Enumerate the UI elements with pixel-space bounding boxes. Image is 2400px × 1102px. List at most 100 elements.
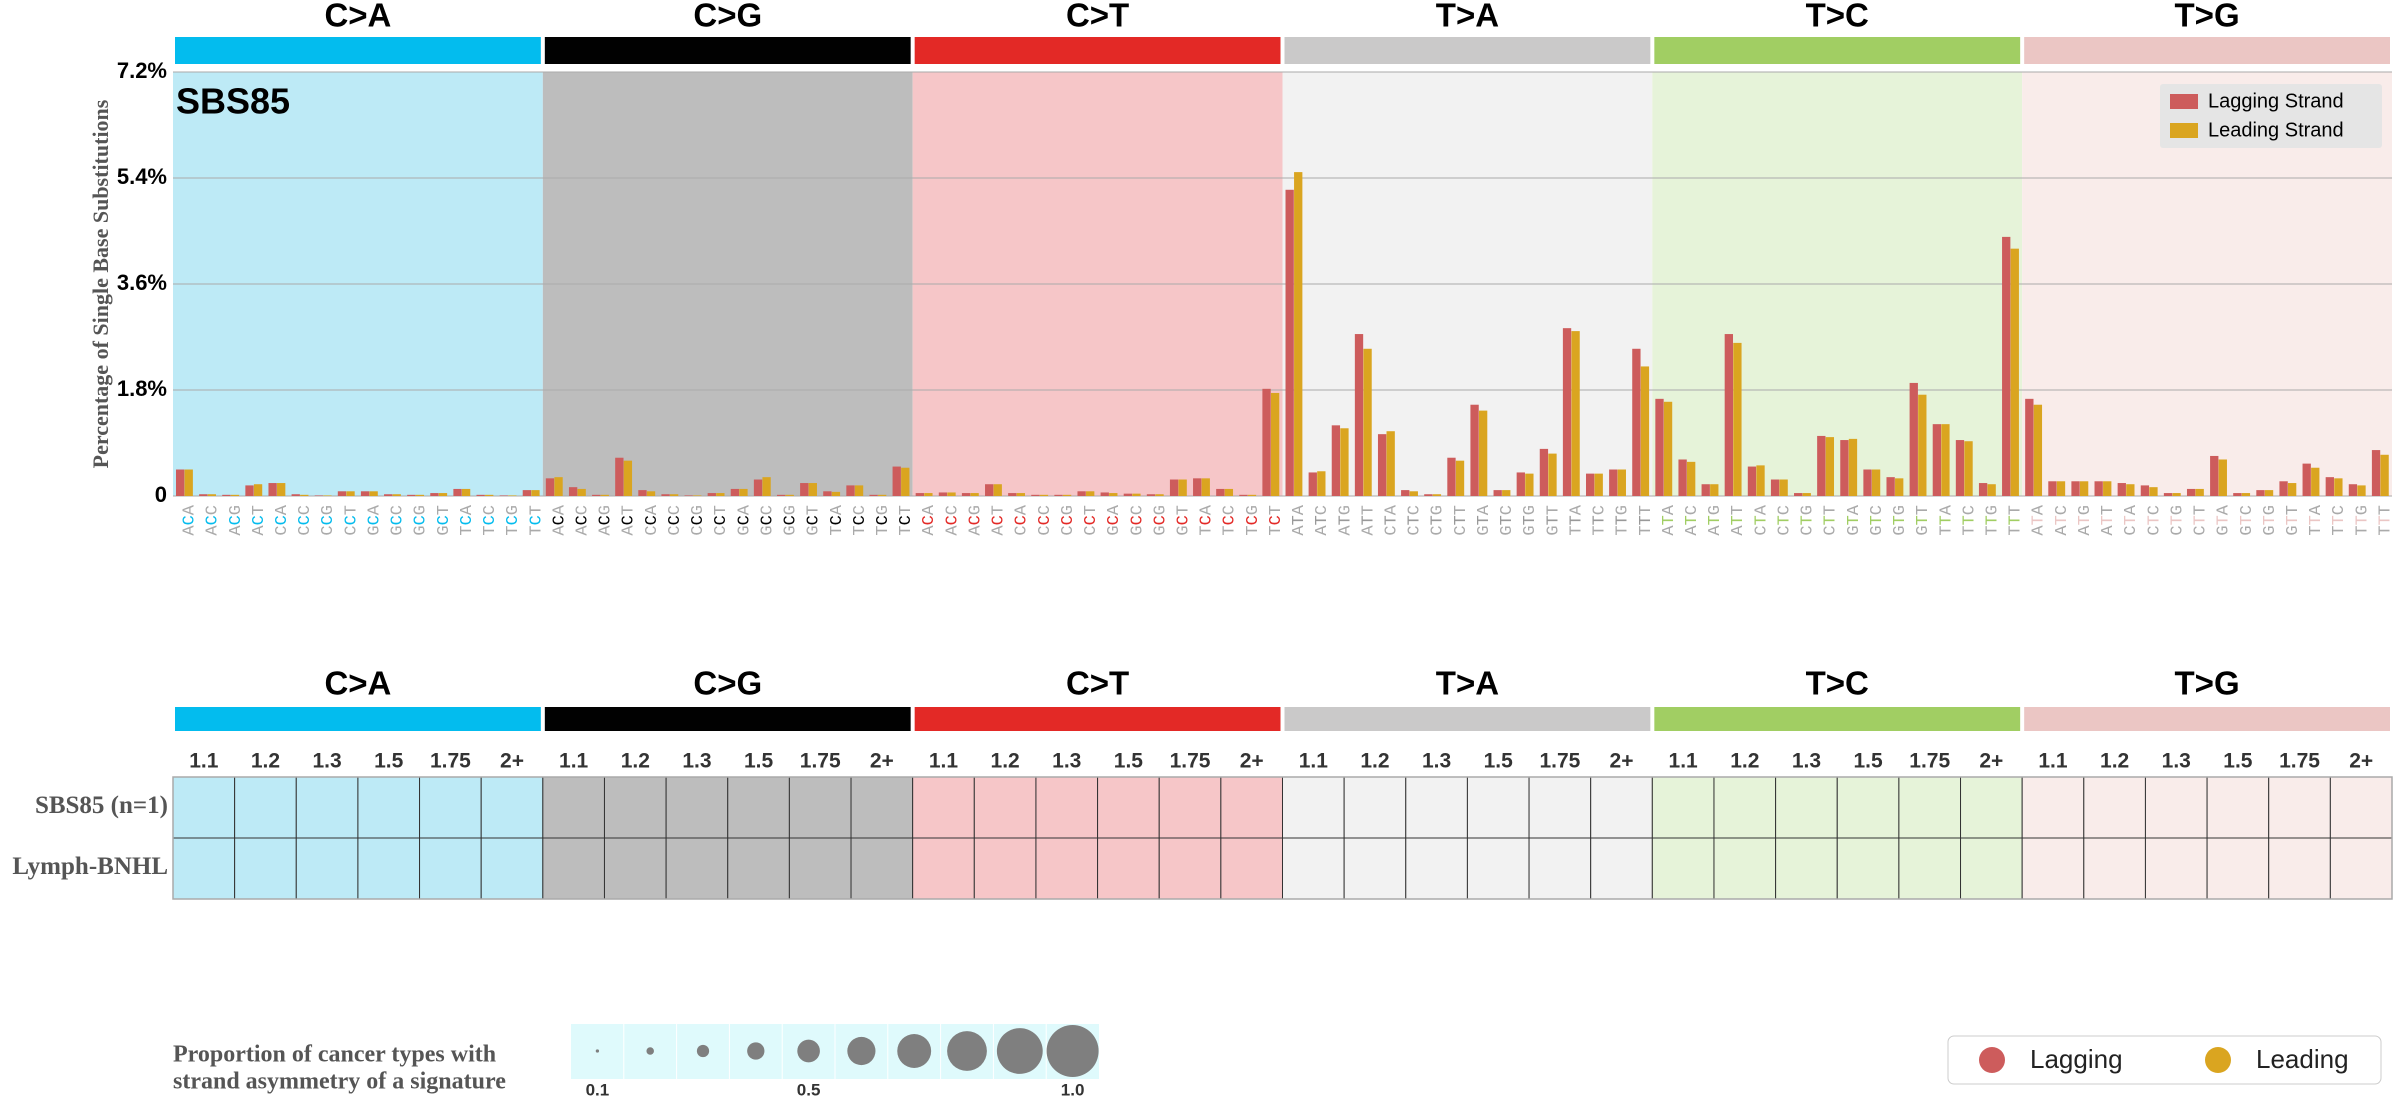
- context-letter: T: [1545, 505, 1564, 515]
- context-letter: C: [551, 515, 570, 525]
- size-legend-title: strand asymmetry of a signature: [173, 1069, 506, 1095]
- context-letter: A: [2053, 525, 2072, 536]
- context-letter: T: [1961, 525, 1980, 535]
- context-letter: C: [297, 505, 316, 515]
- x-tick-label: CTT: [1452, 505, 1471, 536]
- bar: [577, 488, 586, 496]
- context-letter: T: [1776, 515, 1795, 525]
- context-letter: T: [1591, 515, 1610, 525]
- bar: [415, 494, 425, 496]
- context-letter: C: [1452, 525, 1471, 535]
- context-letter: G: [597, 505, 616, 515]
- bar: [384, 494, 393, 496]
- context-letter: C: [458, 515, 477, 525]
- context-letter: A: [2123, 504, 2142, 515]
- context-letter: C: [181, 515, 200, 525]
- context-letter: C: [1013, 515, 1032, 525]
- context-letter: T: [2007, 505, 2026, 515]
- context-letter: G: [690, 505, 709, 515]
- bar: [485, 494, 494, 496]
- bar: [2311, 467, 2320, 496]
- context-letter: C: [505, 515, 524, 525]
- context-letter: C: [1059, 515, 1078, 525]
- context-letter: G: [505, 505, 524, 515]
- bar: [661, 494, 670, 496]
- x-tick-label: CCC: [297, 505, 316, 536]
- context-letter: C: [1221, 515, 1240, 525]
- bar: [531, 490, 540, 496]
- bar: [1978, 483, 1988, 496]
- context-letter: G: [782, 525, 801, 535]
- context-letter: C: [1152, 515, 1171, 525]
- context-letter: T: [1938, 515, 1957, 525]
- bar: [646, 491, 656, 496]
- context-letter: C: [574, 515, 593, 525]
- context-letter: C: [2146, 505, 2165, 515]
- x-tick-label: TTT: [2377, 505, 2396, 536]
- group-label: T>A: [1436, 0, 1499, 34]
- context-letter: T: [2238, 515, 2257, 525]
- context-letter: T: [1660, 515, 1679, 525]
- context-letter: C: [389, 515, 408, 525]
- bar: [1663, 401, 1673, 496]
- bar: [901, 467, 910, 496]
- bin-label: 2+: [500, 750, 524, 773]
- table-cell: [1898, 837, 1962, 900]
- bar: [230, 494, 240, 496]
- group-bar: [2024, 707, 2390, 731]
- group-label: C>A: [324, 0, 391, 34]
- context-letter: A: [597, 525, 616, 536]
- bar: [2348, 484, 2358, 496]
- context-letter: T: [2377, 515, 2396, 525]
- x-tick-label: TTT: [1637, 505, 1656, 536]
- group-label: C>G: [693, 0, 762, 34]
- context-letter: T: [1730, 515, 1749, 525]
- group-bar: [1654, 37, 2021, 64]
- table-cell: [2206, 837, 2270, 900]
- x-tick-label: CCA: [1013, 504, 1032, 535]
- bin-label: 2+: [1240, 750, 1264, 773]
- table-cell: [973, 776, 1037, 839]
- x-tick-label: CCA: [643, 504, 662, 535]
- context-letter: A: [227, 525, 246, 536]
- bar: [1678, 459, 1687, 496]
- bar: [1294, 172, 1303, 496]
- x-tick-label: ATA: [1291, 504, 1310, 535]
- context-letter: A: [1314, 525, 1333, 536]
- bar: [1239, 494, 1248, 496]
- bar: [2071, 481, 2080, 496]
- table-cell: [172, 837, 236, 900]
- context-letter: T: [1892, 515, 1911, 525]
- context-letter: C: [1406, 525, 1425, 535]
- context-letter: C: [1129, 515, 1148, 525]
- x-tick-label: GTC: [1499, 505, 1518, 536]
- context-letter: T: [2354, 525, 2373, 535]
- context-letter: T: [1730, 505, 1749, 515]
- bin-label: 2+: [870, 750, 894, 773]
- context-letter: G: [320, 505, 339, 515]
- table-cell: [1836, 776, 1900, 839]
- bar: [453, 488, 462, 496]
- bin-label: 1.5: [744, 750, 774, 773]
- x-tick-label: ACG: [967, 505, 986, 536]
- bar: [2264, 490, 2274, 496]
- bar: [1493, 490, 1502, 496]
- context-letter: G: [1499, 525, 1518, 535]
- context-letter: A: [736, 504, 755, 515]
- chart-title: SBS85: [176, 81, 290, 122]
- x-tick-label: CTA: [1753, 504, 1772, 535]
- context-letter: G: [1868, 525, 1887, 535]
- bar: [1733, 342, 1742, 496]
- table-cell: [603, 837, 667, 900]
- context-letter: C: [2123, 525, 2142, 535]
- context-letter: T: [528, 525, 547, 535]
- bar: [800, 483, 809, 496]
- context-letter: G: [1845, 525, 1864, 535]
- x-tick-label: GTG: [1892, 505, 1911, 536]
- table-cell: [788, 776, 852, 839]
- bar: [970, 493, 979, 496]
- bin-label: 1.2: [621, 750, 650, 773]
- context-letter: G: [1915, 525, 1934, 535]
- bar: [346, 491, 355, 496]
- context-letter: A: [1660, 504, 1679, 515]
